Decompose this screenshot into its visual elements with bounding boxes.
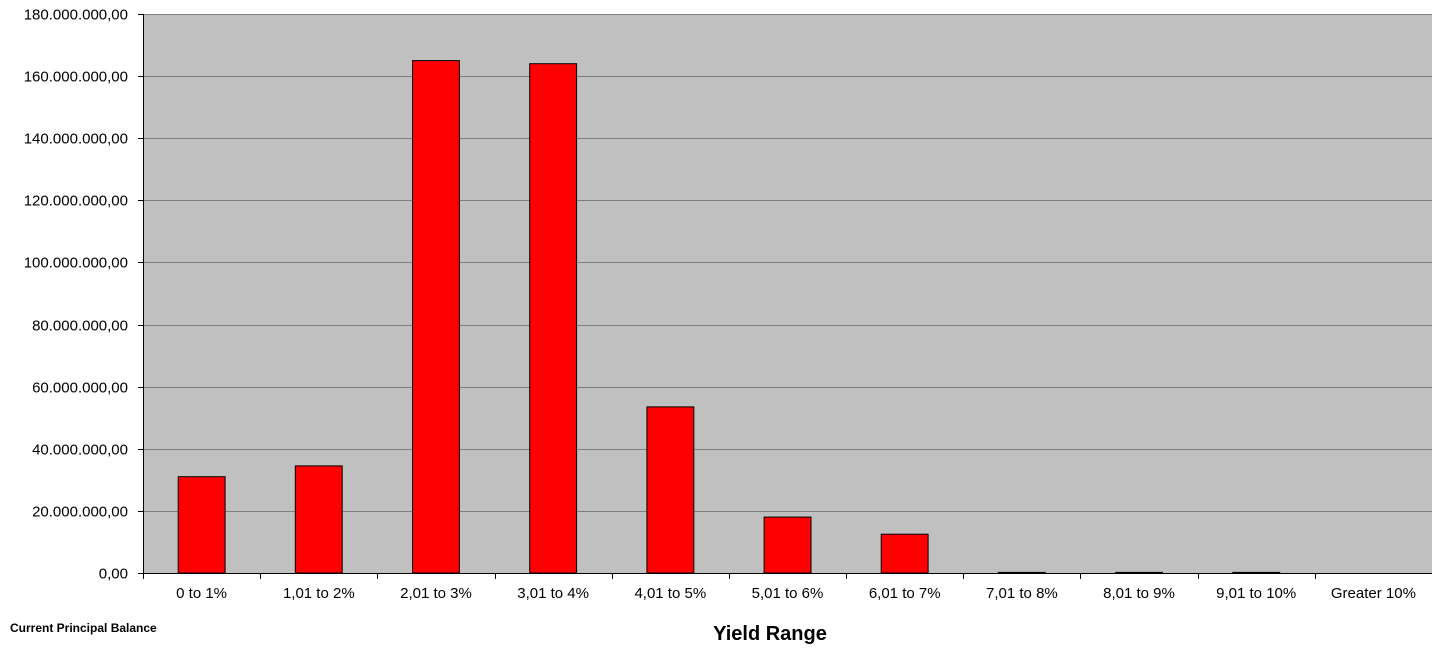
y-tick-label: 80.000.000,00 <box>32 318 128 335</box>
x-tick-label: Greater 10% <box>1331 585 1416 602</box>
x-tick-label: 2,01 to 3% <box>400 585 472 602</box>
y-tick-label: 20.000.000,00 <box>32 504 128 521</box>
y-axis-label: Current Principal Balance <box>10 621 157 635</box>
plot-area <box>143 14 1432 573</box>
y-tick-label: 40.000.000,00 <box>32 442 128 459</box>
x-tick-label: 7,01 to 8% <box>986 585 1058 602</box>
axes <box>138 14 1432 579</box>
bar <box>294 465 343 574</box>
bar <box>177 476 226 574</box>
y-tick-label: 0,00 <box>99 566 128 583</box>
bar <box>763 516 812 574</box>
x-tick-labels: 0 to 1% 1,01 to 2% 2,01 to 3% 3,01 to 4% 4,0… <box>176 585 1416 602</box>
y-tick-label: 140.000.000,00 <box>24 131 128 148</box>
bar <box>1115 571 1163 574</box>
x-tick-label: 9,01 to 10% <box>1216 585 1296 602</box>
bar <box>1232 571 1281 574</box>
y-tick-labels: 0,00 20.000.000,00 40.000.000,00 60.000.000… <box>24 7 128 583</box>
y-tick-label: 180.000.000,00 <box>24 7 128 24</box>
x-tick-label: 6,01 to 7% <box>869 585 941 602</box>
x-tick-label: 4,01 to 5% <box>634 585 706 602</box>
bar <box>529 63 578 574</box>
bar <box>997 571 1046 574</box>
bar <box>412 60 460 574</box>
x-axis-label: Yield Range <box>713 623 827 645</box>
y-tick-label: 100.000.000,00 <box>24 255 128 272</box>
x-tick-label: 8,01 to 9% <box>1103 585 1175 602</box>
x-tick-label: 1,01 to 2% <box>283 585 355 602</box>
x-tick-label: 3,01 to 4% <box>517 585 589 602</box>
bar <box>646 406 695 574</box>
bars <box>177 60 1281 574</box>
bar <box>880 533 929 574</box>
x-tick-label: 5,01 to 6% <box>752 585 824 602</box>
y-tick-label: 160.000.000,00 <box>24 69 128 86</box>
y-tick-label: 120.000.000,00 <box>24 193 128 210</box>
y-tick-label: 60.000.000,00 <box>32 380 128 397</box>
gridlines <box>143 14 1432 512</box>
x-tick-label: 0 to 1% <box>176 585 227 602</box>
